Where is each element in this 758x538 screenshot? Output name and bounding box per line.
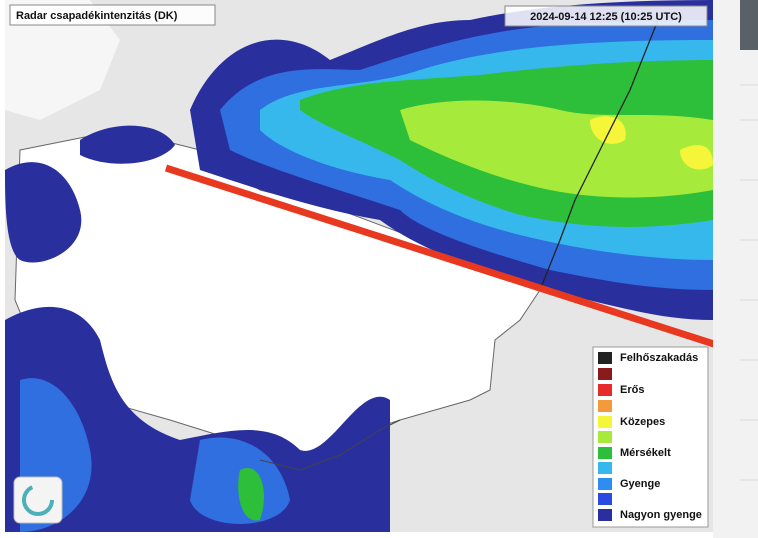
timestamp: 2024-09-14 12:25 (10:25 UTC) bbox=[530, 11, 682, 23]
legend-label: Gyenge bbox=[620, 478, 660, 490]
side-panel bbox=[713, 0, 758, 538]
side-rows bbox=[740, 84, 758, 481]
title-box bbox=[9, 4, 216, 26]
side-thumb bbox=[740, 0, 758, 50]
legend-label: Felhőszakadás bbox=[620, 352, 698, 364]
legend-label: Közepes bbox=[620, 416, 665, 428]
map-area bbox=[5, 0, 713, 532]
annotation-line bbox=[164, 164, 713, 348]
logo bbox=[13, 476, 63, 524]
legend: Felhőszakadás Erős Közepes Mérsékelt Gye… bbox=[592, 346, 709, 528]
timestamp-box bbox=[504, 5, 708, 27]
legend-label: Nagyon gyenge bbox=[620, 509, 702, 521]
legend-label: Mérsékelt bbox=[620, 447, 671, 459]
logo-mark bbox=[22, 484, 54, 516]
legend-label: Erős bbox=[620, 384, 644, 396]
map-title: Radar csapadékintenzitás (DK) bbox=[16, 10, 178, 22]
